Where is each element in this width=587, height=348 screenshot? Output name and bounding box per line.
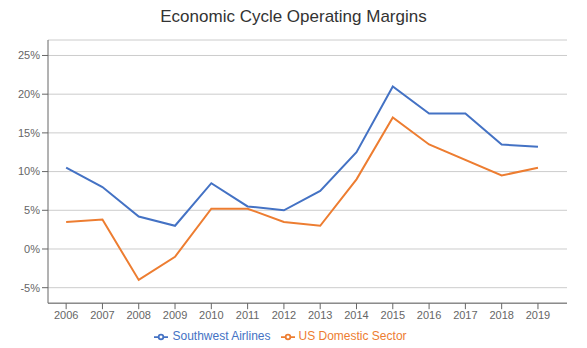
html-text:Economic Cycle Operating Margi: Economic Cycle Operating Margins <box>160 7 427 26</box>
svg-text:2018: 2018 <box>489 309 513 321</box>
svg-text:2006: 2006 <box>54 309 78 321</box>
svg-text:2010: 2010 <box>199 309 223 321</box>
svg-text:15%: 15% <box>18 127 40 139</box>
html-text:US Domestic Sector: US Domestic Sector <box>298 329 407 344</box>
html-text:Southwest Airlines: Southwest Airlines <box>172 329 271 344</box>
svg-text:2015: 2015 <box>381 309 405 321</box>
svg-text:2009: 2009 <box>163 309 187 321</box>
svg-text:5%: 5% <box>24 204 40 216</box>
svg-text:-5%: -5% <box>20 282 40 294</box>
svg-text:2011: 2011 <box>236 309 260 321</box>
svg-text:2008: 2008 <box>126 309 150 321</box>
svg-text:0%: 0% <box>24 243 40 255</box>
svg-text:2014: 2014 <box>344 309 368 321</box>
svg-text:20%: 20% <box>18 88 40 100</box>
svg-text:2007: 2007 <box>90 309 114 321</box>
svg-text:2012: 2012 <box>272 309 296 321</box>
svg-text:10%: 10% <box>18 165 40 177</box>
svg-text:25%: 25% <box>18 49 40 61</box>
svg-text:2016: 2016 <box>417 309 441 321</box>
svg-text:2019: 2019 <box>526 309 550 321</box>
svg-text:2017: 2017 <box>453 309 477 321</box>
svg-text:2013: 2013 <box>308 309 332 321</box>
